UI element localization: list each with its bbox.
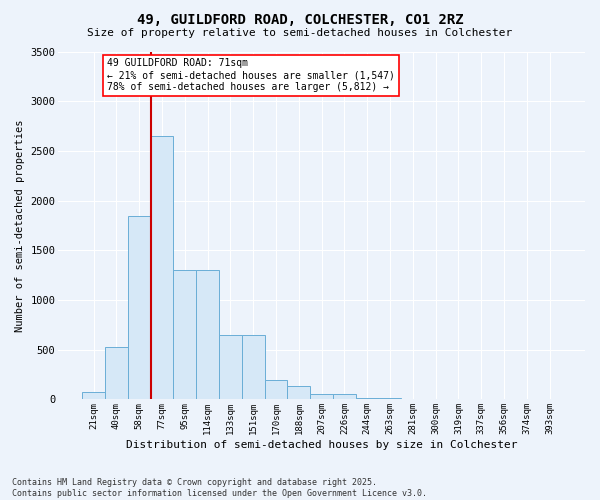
Bar [265,380,287,400]
Bar [219,335,242,400]
Bar [173,270,196,400]
Text: Contains HM Land Registry data © Crown copyright and database right 2025.
Contai: Contains HM Land Registry data © Crown c… [12,478,427,498]
Bar [310,394,333,400]
Bar [196,270,219,400]
Bar [242,335,265,400]
Bar [82,392,105,400]
Bar [287,386,310,400]
Bar [105,346,128,400]
Bar [128,216,151,400]
Text: Size of property relative to semi-detached houses in Colchester: Size of property relative to semi-detach… [88,28,512,38]
Bar [151,136,173,400]
X-axis label: Distribution of semi-detached houses by size in Colchester: Distribution of semi-detached houses by … [126,440,517,450]
Bar [379,398,401,400]
Y-axis label: Number of semi-detached properties: Number of semi-detached properties [15,119,25,332]
Bar [333,394,356,400]
Bar [401,398,424,400]
Text: 49, GUILDFORD ROAD, COLCHESTER, CO1 2RZ: 49, GUILDFORD ROAD, COLCHESTER, CO1 2RZ [137,12,463,26]
Bar [356,398,379,400]
Text: 49 GUILDFORD ROAD: 71sqm
← 21% of semi-detached houses are smaller (1,547)
78% o: 49 GUILDFORD ROAD: 71sqm ← 21% of semi-d… [107,58,395,92]
